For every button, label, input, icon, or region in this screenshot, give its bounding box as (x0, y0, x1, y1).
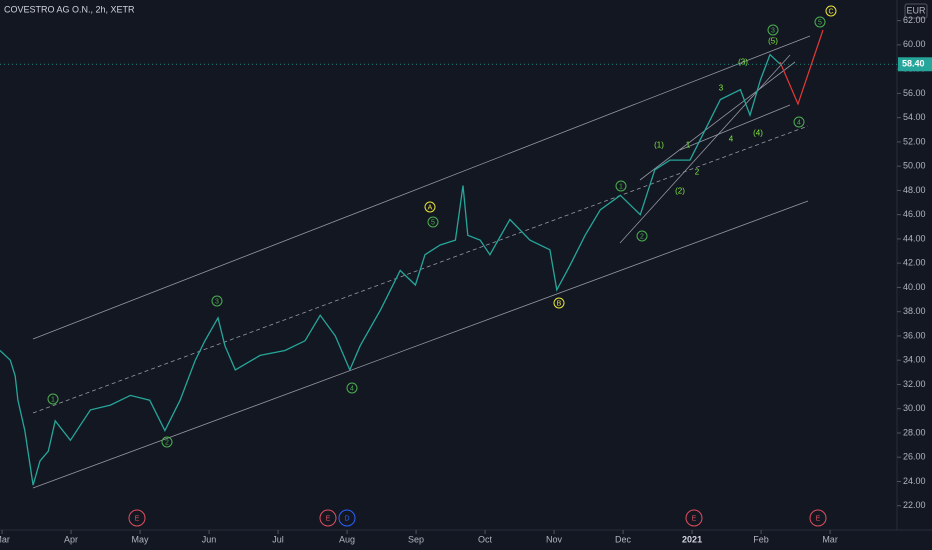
y-tick-label: 34.00 (903, 355, 926, 365)
y-tick-label: 38.00 (903, 306, 926, 316)
wave-circle (767, 24, 779, 36)
x-tick-label: Mar (0, 534, 10, 544)
x-tick-label: Dec (615, 534, 632, 544)
wave-label: 1 (619, 183, 623, 190)
wave-label: (3) (738, 58, 748, 67)
wave-label: 1 (686, 141, 691, 150)
event-label: E (816, 515, 821, 522)
wave-label: C (828, 8, 833, 15)
wave-circle (615, 180, 627, 192)
x-tick-label: Jul (272, 534, 284, 544)
last-price-label: 58.40 (902, 59, 925, 69)
wave-label: 4 (350, 385, 354, 392)
wave-label: (4) (753, 129, 763, 138)
event-label: E (326, 515, 331, 522)
wave-label: (5) (768, 37, 778, 46)
y-tick-label: 30.00 (903, 403, 926, 413)
x-tick-label: Feb (753, 534, 769, 544)
wave-circle (427, 216, 439, 228)
y-tick-label: 36.00 (903, 330, 926, 340)
y-tick-label: 56.00 (903, 88, 926, 98)
y-tick-label: 52.00 (903, 136, 926, 146)
y-tick-label: 24.00 (903, 476, 926, 486)
event-marker (338, 509, 356, 527)
event-label: E (692, 515, 697, 522)
y-tick-label: 42.00 (903, 258, 926, 268)
wave-label: 2 (165, 439, 169, 446)
chart-title: COVESTRO AG O.N., 2h, XETR (4, 4, 135, 14)
x-tick-label: Apr (64, 534, 78, 544)
currency-box (904, 3, 928, 19)
wave-circle (346, 382, 358, 394)
x-tick-label: May (132, 534, 150, 544)
event-label: D (344, 515, 349, 522)
wave-label: 5 (818, 19, 822, 26)
wave-circle (161, 436, 173, 448)
y-tick-label: 32.00 (903, 379, 926, 389)
wave-label: (1) (654, 141, 664, 150)
event-marker (685, 509, 703, 527)
wave-circle (47, 393, 59, 405)
event-marker (128, 509, 146, 527)
y-tick-label: 60.00 (903, 39, 926, 49)
wave-circle (793, 116, 805, 128)
y-tick-label: 50.00 (903, 161, 926, 171)
currency: EUR (906, 5, 926, 15)
wave-label: 3 (215, 298, 219, 305)
wave-circle (814, 16, 826, 28)
wave-label: 2 (695, 168, 700, 177)
wave-label: 3 (771, 27, 775, 34)
projection-path (779, 29, 824, 106)
y-tick-label: 22.00 (903, 500, 926, 510)
wave-label: 4 (729, 135, 734, 144)
wave-label: 1 (51, 396, 55, 403)
wave-label: 2 (640, 233, 644, 240)
wave-circle (636, 230, 648, 242)
x-tick-label: Jun (202, 534, 217, 544)
wave-label: (2) (675, 187, 685, 196)
event-marker (809, 509, 827, 527)
wave-circle (553, 297, 565, 309)
last-price-tag (898, 57, 932, 72)
x-tick-label: Oct (478, 534, 493, 544)
y-tick-label: 44.00 (903, 233, 926, 243)
wave-circle (211, 295, 223, 307)
wave-circle (424, 201, 436, 213)
x-tick-label: Aug (339, 534, 355, 544)
x-tick-label: 2021 (682, 534, 702, 544)
event-marker (319, 509, 337, 527)
wave-label: 3 (719, 84, 724, 93)
x-tick-label: Sep (408, 534, 424, 544)
y-tick-label: 62.00 (903, 15, 926, 25)
x-tick-label: Mar (822, 534, 838, 544)
y-tick-label: 48.00 (903, 185, 926, 195)
x-tick-label: Nov (546, 534, 563, 544)
y-tick-label: 28.00 (903, 427, 926, 437)
y-tick-label: 26.00 (903, 452, 926, 462)
price-line (0, 53, 781, 486)
wave-circle (825, 5, 837, 17)
y-tick-label: 46.00 (903, 209, 926, 219)
wave-label: 4 (797, 119, 801, 126)
y-tick-label: 54.00 (903, 112, 926, 122)
wave-label: A (428, 204, 433, 211)
wave-label: B (557, 300, 562, 307)
wave-label: 5 (431, 219, 435, 226)
event-label: E (135, 515, 140, 522)
y-tick-label: 40.00 (903, 282, 926, 292)
